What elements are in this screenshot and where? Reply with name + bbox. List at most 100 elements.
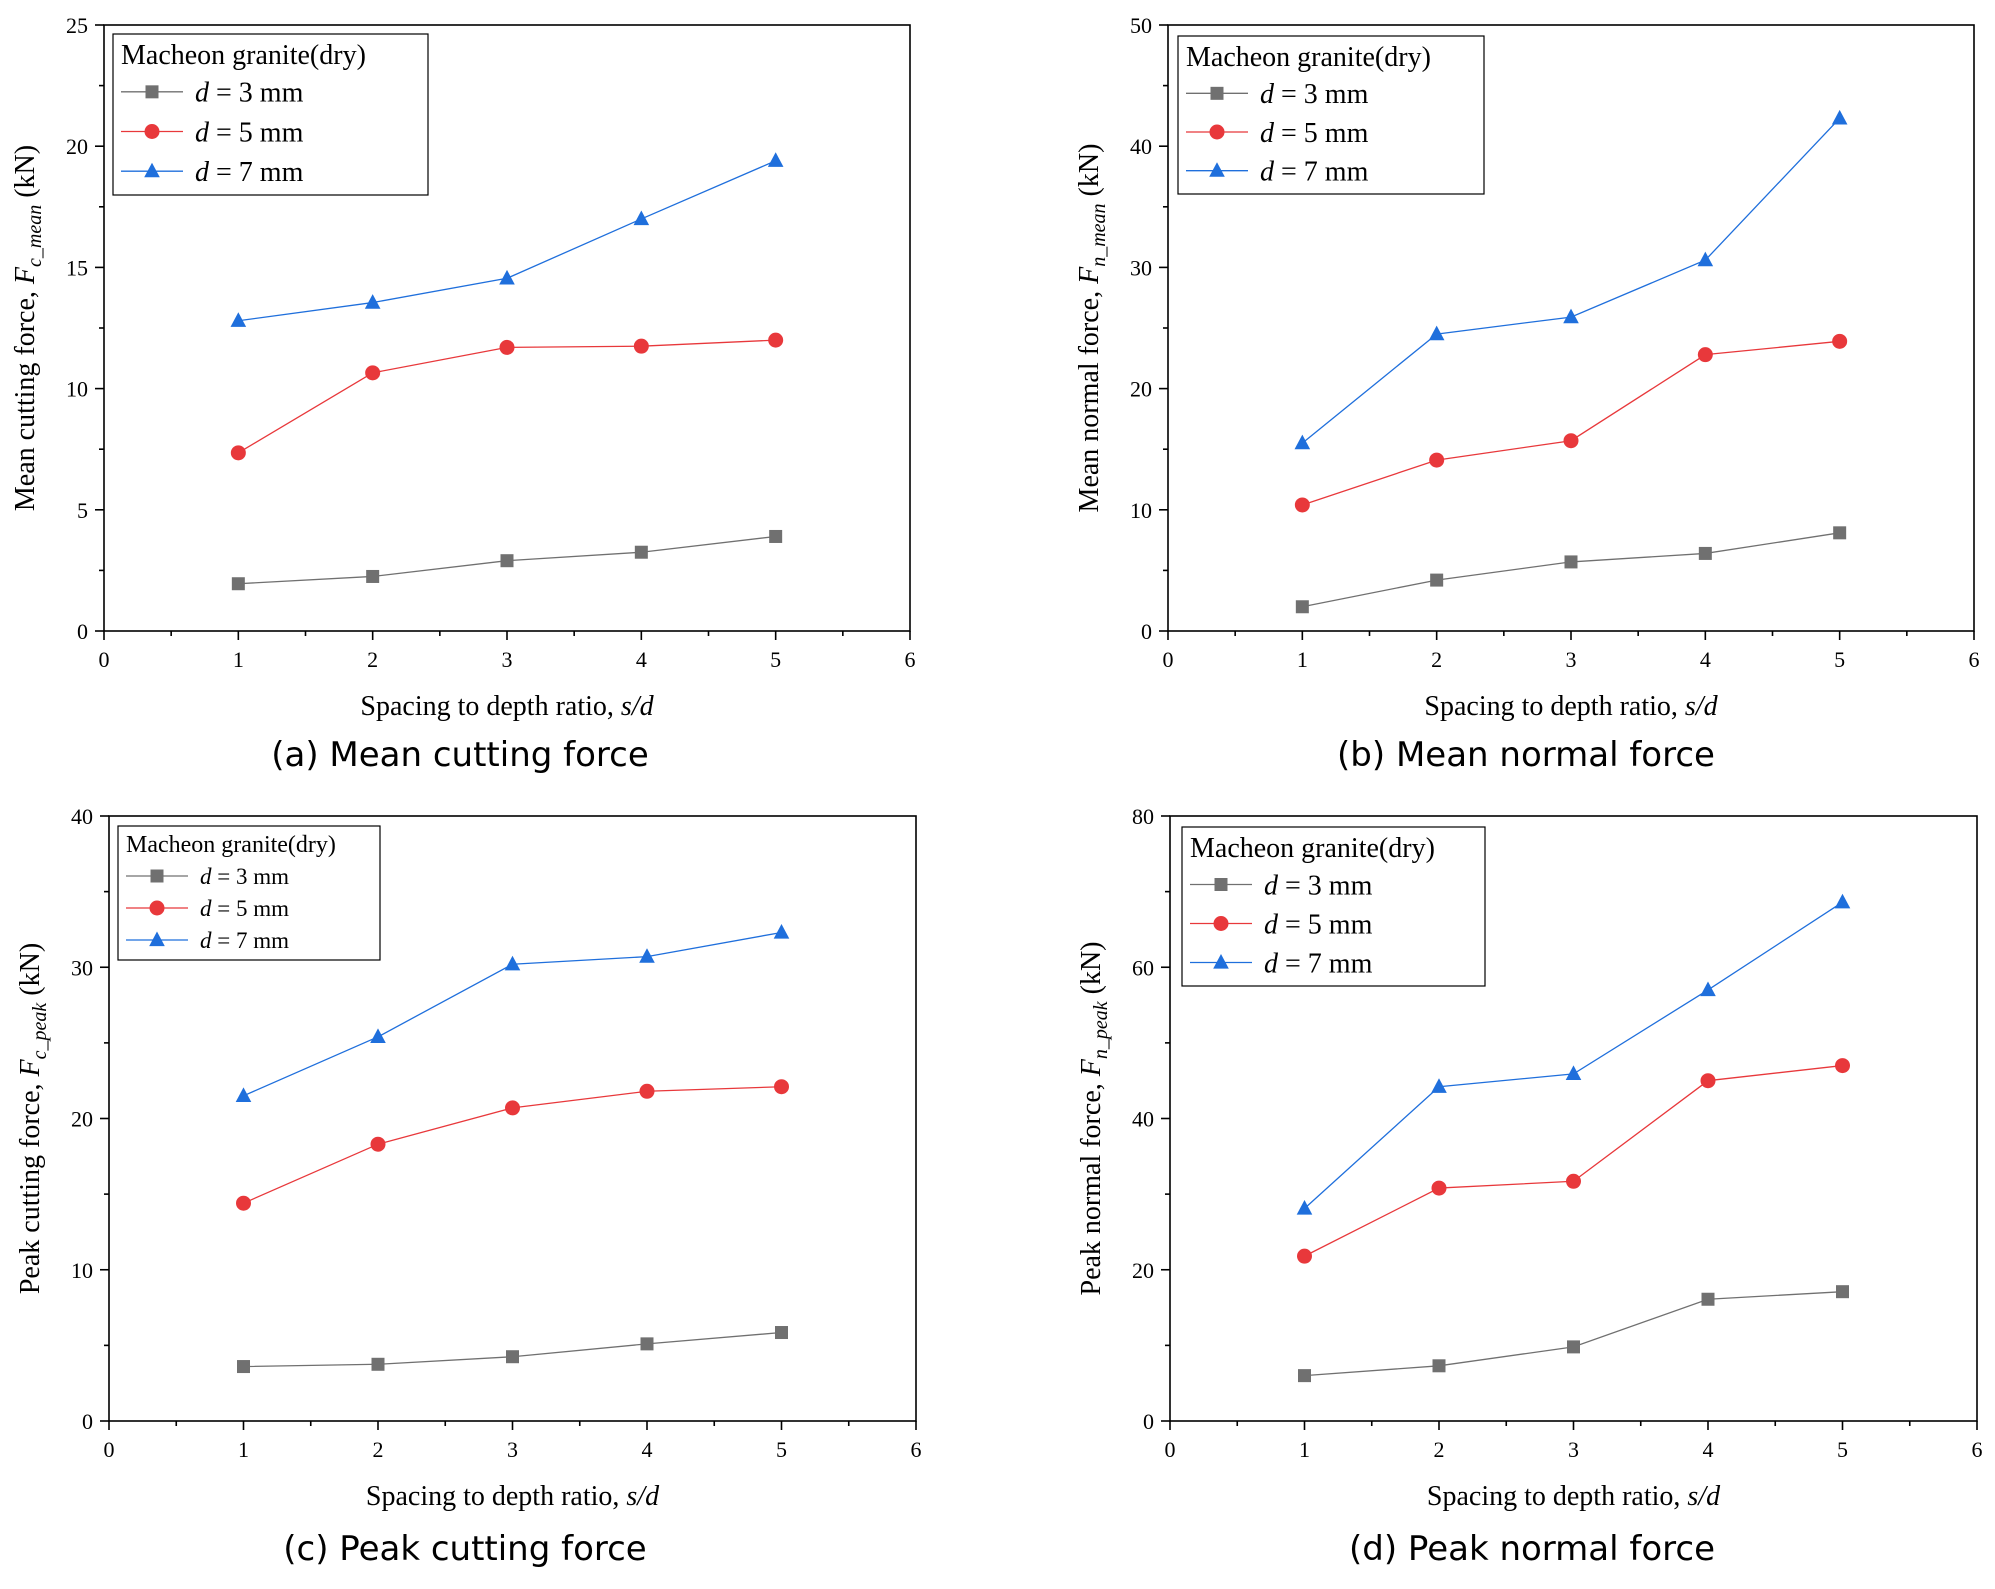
series-line-d3: [1302, 532, 1840, 608]
legend-marker-d7: [1209, 162, 1225, 177]
data-point-d3: [500, 554, 514, 568]
x-tick-label: 4: [636, 647, 647, 672]
legend-marker-d7: [144, 162, 160, 178]
x-tick-label: 0: [104, 1437, 115, 1462]
legend-marker-d7: [149, 931, 165, 947]
legend-label-d5: d = 5 mm: [195, 117, 304, 148]
data-point-d5: [1697, 347, 1713, 363]
series-line-d5: [1304, 1064, 1843, 1257]
data-point-d7: [235, 1087, 252, 1102]
x-axis-title: Spacing to depth ratio, s/d: [360, 691, 654, 722]
data-point-d3: [1430, 573, 1444, 587]
legend: Macheon granite(dry) d = 3 mm d = 5 mm d = …: [117, 825, 381, 961]
data-point-d5: [639, 1083, 655, 1099]
x-tick-label: 0: [1165, 1437, 1176, 1462]
data-point-d5: [1566, 1173, 1581, 1189]
data-point-d5: [365, 365, 381, 381]
data-point-d5: [1835, 1058, 1850, 1074]
y-tick-label: 0: [1143, 1409, 1154, 1434]
legend-label-d7: d = 7 mm: [1264, 948, 1373, 979]
data-point-d3: [1298, 1369, 1311, 1383]
legend: Macheon granite(dry) d = 3 mm d = 5 mm d = …: [112, 33, 429, 196]
legend-label-d3: d = 3 mm: [195, 78, 304, 109]
legend-title: Macheon granite(dry): [1186, 42, 1431, 73]
x-tick-label: 6: [1972, 1437, 1983, 1462]
data-point-d3: [1567, 1340, 1580, 1354]
legend-label-d5: d = 5 mm: [1260, 118, 1369, 149]
y-tick-label: 20: [71, 1107, 93, 1132]
legend-box: [1177, 35, 1485, 195]
y-tick-label: 40: [71, 804, 93, 829]
data-point-d7: [230, 312, 247, 327]
data-point-d3: [371, 1357, 385, 1371]
legend-label-d3: d = 3 mm: [1260, 79, 1369, 110]
y-tick-label: 15: [66, 255, 88, 280]
data-point-d5: [774, 1079, 789, 1095]
data-point-d3: [1698, 546, 1712, 560]
x-axis-title: Spacing to depth ratio, s/d: [1424, 691, 1718, 722]
data-point-d5: [1297, 1248, 1312, 1264]
data-point-d5: [633, 338, 649, 354]
legend-marker-d7: [1213, 954, 1229, 969]
y-tick-label: 20: [1130, 377, 1152, 402]
legend-title: Macheon granite(dry): [121, 40, 366, 71]
data-point-d3: [231, 577, 245, 591]
data-point-d7: [1431, 1078, 1447, 1093]
data-point-d5: [1431, 1180, 1447, 1196]
x-tick-label: 6: [1969, 647, 1980, 672]
legend-label-d7: d = 7 mm: [1260, 156, 1369, 187]
data-point-d7: [370, 1028, 386, 1043]
y-axis-title: Peak normal force, Fn_peak (kN): [1076, 942, 1112, 1296]
y-tick-label: 30: [1130, 255, 1152, 280]
data-point-d5: [1429, 452, 1445, 468]
data-point-d5: [1294, 497, 1310, 513]
y-tick-label: 20: [66, 134, 88, 159]
data-point-d7: [1294, 434, 1311, 450]
legend-marker-d5: [149, 900, 165, 916]
legend-label-d3: d = 3 mm: [200, 864, 289, 889]
data-point-d3: [1836, 1285, 1849, 1299]
legend-marker-d5: [1213, 916, 1229, 931]
data-point-d3: [1432, 1359, 1446, 1373]
data-point-d3: [769, 529, 783, 543]
legend-marker-d3: [150, 869, 164, 883]
chart-panel-c: 0 1 2 3 4 5 6 0 10 20 30 40 Spacing to depth ratio, …: [15, 804, 922, 1569]
y-tick-label: 0: [1141, 619, 1152, 644]
panel-caption: (d) Peak normal force: [1349, 1529, 1715, 1569]
data-point-d3: [366, 569, 380, 583]
panel-caption: (b) Mean normal force: [1337, 735, 1715, 775]
x-axis-title: Spacing to depth ratio, s/d: [1427, 1481, 1721, 1512]
x-tick-label: 4: [1700, 647, 1711, 672]
data-point-d5: [1563, 433, 1579, 449]
data-point-d7: [1428, 325, 1445, 341]
x-tick-label: 6: [911, 1437, 922, 1462]
chart-panel-b: 0 1 2 3 4 5 6 0 10 20 30 40 50 Spacing to depth ratio…: [1074, 13, 1980, 775]
y-axis-title: Mean normal force, Fn_mean (kN): [1074, 144, 1110, 513]
y-tick-label: 25: [66, 13, 88, 38]
x-axis-title: Spacing to depth ratio, s/d: [366, 1481, 660, 1512]
legend-title: Macheon granite(dry): [1190, 833, 1435, 864]
x-tick-label: 5: [1834, 647, 1845, 672]
legend: Macheon granite(dry) d = 3 mm d = 5 mm d = …: [1181, 826, 1486, 987]
data-point-d7: [767, 152, 784, 167]
legend-marker-d5: [144, 124, 160, 139]
x-tick-label: 4: [1703, 1437, 1714, 1462]
data-point-d3: [634, 545, 648, 559]
y-tick-label: 40: [1130, 134, 1152, 159]
data-point-d7: [773, 923, 790, 939]
series-line-d3: [1304, 1291, 1843, 1377]
y-tick-label: 40: [1132, 1107, 1154, 1132]
data-point-d3: [506, 1350, 519, 1364]
x-tick-label: 1: [233, 647, 244, 672]
x-tick-label: 5: [770, 647, 781, 672]
x-tick-label: 5: [1837, 1437, 1848, 1462]
data-point-d3: [775, 1326, 788, 1340]
y-tick-label: 0: [77, 619, 88, 644]
data-point-d3: [1564, 555, 1578, 569]
data-point-d5: [1832, 333, 1848, 349]
x-tick-label: 6: [905, 647, 916, 672]
legend-box: [117, 825, 381, 961]
data-point-d5: [1700, 1073, 1716, 1089]
legend-label-d3: d = 3 mm: [1264, 870, 1373, 901]
y-tick-label: 80: [1132, 804, 1154, 829]
